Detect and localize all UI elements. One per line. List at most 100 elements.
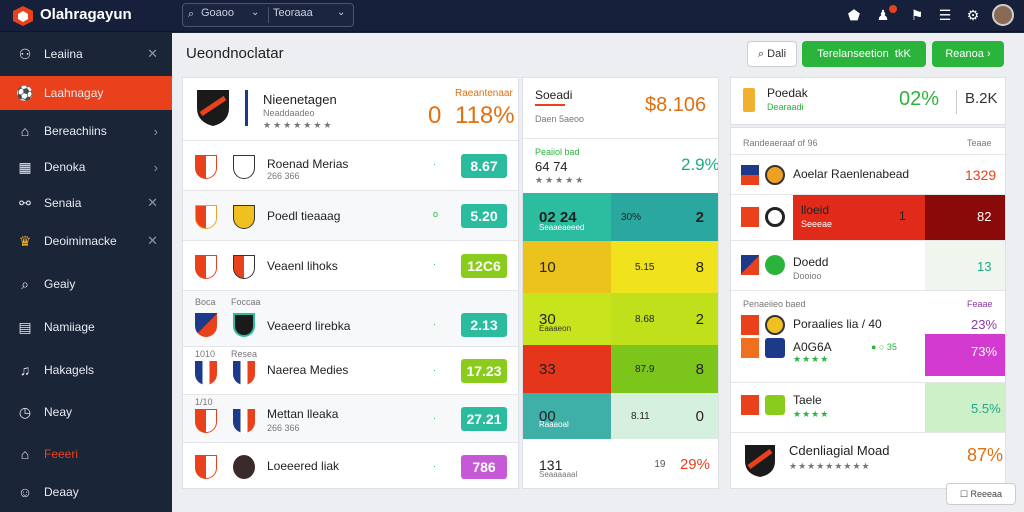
table-row[interactable]: Poedl tieaaag o 5.20 bbox=[183, 190, 518, 240]
standings-top-card[interactable]: Poedak Dearaadi 02% B.2K bbox=[730, 77, 1006, 125]
status-dot: · bbox=[433, 413, 436, 423]
club-crest-icon bbox=[233, 255, 255, 279]
sidebar-item-label: Geaiy bbox=[44, 277, 76, 291]
row-label: Boca bbox=[195, 297, 216, 307]
odds-cell[interactable]: 02 24 bbox=[523, 193, 611, 241]
next-button[interactable]: Reanoa › bbox=[932, 41, 1004, 67]
divider bbox=[535, 104, 565, 106]
green-action-button[interactable]: Terelanseetion tkK bbox=[802, 41, 926, 67]
matches-card: Nieenetagen Neaddaadeo ★★★★★★★ Raeantena… bbox=[182, 77, 519, 489]
odds-cell[interactable]: 33 bbox=[523, 345, 611, 393]
sidebar-item-4[interactable]: ▦ Denoka › bbox=[0, 150, 172, 184]
standings-header-left: Randeaeraaf of 96 bbox=[743, 138, 818, 148]
close-icon[interactable]: ✕ bbox=[147, 195, 158, 210]
table-row[interactable]: Veaenl lihoks · 12C6 bbox=[183, 240, 518, 290]
divider bbox=[956, 90, 957, 114]
odds-cell[interactable]: 87.9 8 bbox=[611, 345, 718, 393]
odds-cell[interactable]: 00 bbox=[523, 393, 611, 439]
settings-icon[interactable]: ⚙ bbox=[966, 7, 980, 23]
table-row[interactable]: Aoelar Raenlenabead 1329 bbox=[731, 154, 1005, 194]
sidebar-item-3[interactable]: ⌂ Bereachiins › bbox=[0, 114, 172, 148]
odds-cell[interactable]: 8.68 2 bbox=[611, 293, 718, 345]
flag-icon[interactable]: ⚑ bbox=[910, 7, 924, 23]
bell-icon[interactable]: ♟ bbox=[876, 7, 890, 23]
status-dots: ● ○ 35 bbox=[871, 342, 897, 352]
odds-cell[interactable]: 8.11 0 bbox=[611, 393, 718, 439]
odds-cell[interactable]: 30 bbox=[523, 293, 611, 345]
row-label: Foccaa bbox=[231, 297, 261, 307]
sidebar-item-11[interactable]: ⌂ Feeeri bbox=[0, 437, 172, 471]
odds-pill[interactable]: 786 bbox=[461, 455, 507, 479]
sidebar-item-5[interactable]: ⚯ Senaia ✕ bbox=[0, 186, 172, 220]
odds-pill[interactable]: 12C6 bbox=[461, 254, 507, 278]
match-sub: 266 366 bbox=[267, 423, 300, 433]
feature-match[interactable]: Nieenetagen Neaddaadeo ★★★★★★★ Raeantena… bbox=[183, 78, 518, 140]
sidebar-item-10[interactable]: ◷ Neay bbox=[0, 395, 172, 429]
sidebar-item-label: Bereachiins bbox=[44, 124, 107, 138]
standings-light-cell bbox=[925, 383, 1005, 433]
odds-cell-value: 00 bbox=[539, 407, 556, 425]
menu-icon[interactable]: ☰ bbox=[938, 7, 952, 23]
sidebar-item-9[interactable]: ♫ Hakagels bbox=[0, 353, 172, 387]
sidebar-item-label: Neay bbox=[44, 405, 73, 419]
soccer-ball-icon: ⚽ bbox=[16, 85, 34, 101]
match-name: Loeeered liak bbox=[267, 459, 340, 473]
close-icon[interactable]: ✕ bbox=[147, 233, 158, 248]
club-crest-icon bbox=[741, 255, 759, 275]
table-row[interactable]: 1/10 Mettan lleaka 266 366 · 27.21 bbox=[183, 394, 518, 442]
chevron-down-icon[interactable]: ⌄ bbox=[337, 7, 346, 18]
table-row[interactable]: 1010 Resea Naerea Medies · 17.23 bbox=[183, 346, 518, 394]
chat-icon: ☐ bbox=[959, 488, 971, 499]
close-icon[interactable]: ✕ bbox=[147, 46, 158, 61]
table-row[interactable]: Cdenliagial Moad ★★★★★★★★★ 87% bbox=[731, 432, 1005, 488]
shield-icon[interactable]: ⬟ bbox=[847, 7, 861, 23]
odds-cell[interactable]: 5.15 8 bbox=[611, 241, 718, 293]
club-crest-icon bbox=[765, 207, 785, 227]
table-row[interactable]: Boca Foccaa Veaeerd lirebka · 2.13 bbox=[183, 290, 518, 346]
status-dot: o bbox=[433, 209, 439, 219]
avatar[interactable] bbox=[992, 4, 1014, 26]
top-search-bar[interactable]: ⌕ Goaoo ⌄ Teoraaa ⌄ bbox=[182, 3, 354, 27]
club-crest-icon bbox=[195, 255, 217, 279]
search-button[interactable]: ⌕ Dali bbox=[747, 41, 797, 67]
table-row[interactable]: Loeeered liak · 786 bbox=[183, 442, 518, 490]
chevron-down-icon[interactable]: ⌄ bbox=[251, 7, 260, 18]
odds-pill[interactable]: 17.23 bbox=[461, 359, 507, 383]
sidebar-item-2[interactable]: ⚽ Laahnagay bbox=[0, 76, 172, 110]
chat-widget[interactable]: ☐ Reeeaa bbox=[946, 483, 1016, 505]
table-row[interactable]: lloeid Seeeae 1 82 bbox=[731, 194, 1005, 241]
brand-logo-icon[interactable] bbox=[12, 5, 34, 27]
odds-pill[interactable]: 27.21 bbox=[461, 407, 507, 431]
club-crest-icon bbox=[233, 409, 255, 433]
feature-subtitle: Neaddaadeo bbox=[263, 108, 315, 118]
odds-pill[interactable]: 2.13 bbox=[461, 313, 507, 337]
odds-cell[interactable]: 10 bbox=[523, 241, 611, 293]
sidebar-item-1[interactable]: ⚇ Leaiina ✕ bbox=[0, 37, 172, 71]
chat-label: Reeeaa bbox=[970, 489, 1003, 499]
sidebar-item-8[interactable]: ▤ Namiiage bbox=[0, 310, 172, 344]
club-crest-icon bbox=[233, 361, 255, 385]
odds-pill[interactable]: 8.67 bbox=[461, 154, 507, 178]
green-button-extra: tkK bbox=[894, 48, 911, 60]
odds-row[interactable]: Peaiiol bad 64 74 ★★★★★ 2.9% bbox=[523, 138, 718, 190]
inbox-icon: ⌂ bbox=[20, 446, 30, 462]
link-icon: ⚯ bbox=[19, 195, 31, 211]
sidebar-item-6[interactable]: ♛ Deoimimacke ✕ bbox=[0, 224, 172, 258]
chevron-right-icon[interactable]: › bbox=[153, 159, 158, 175]
trophy-icon: ♛ bbox=[18, 233, 32, 249]
search-icon: ⌕ bbox=[757, 47, 768, 60]
chevron-right-icon[interactable]: › bbox=[153, 123, 158, 139]
table-row[interactable]: Roenad Merias 266 366 · 8.67 bbox=[183, 140, 518, 190]
table-row[interactable]: Doedd Dooioo 13 bbox=[731, 240, 1005, 291]
table-row[interactable]: A0G6A ★★★★ ● ○ 35 73% bbox=[731, 334, 1005, 426]
odds-pill[interactable]: 5.20 bbox=[461, 204, 507, 228]
odds-cell[interactable]: 131 19 29% bbox=[523, 439, 718, 488]
odds-cell-value: 30% bbox=[621, 211, 642, 223]
club-crest-icon bbox=[765, 255, 785, 275]
sidebar-item-7[interactable]: ⌕ Geaiy bbox=[0, 267, 172, 301]
odds-cell[interactable]: 30% 2 bbox=[611, 193, 718, 241]
table-row[interactable]: Taele ★★★★ 5.5% bbox=[731, 382, 1005, 433]
calendar-icon: ▦ bbox=[18, 159, 32, 175]
sidebar-item-12[interactable]: ☺ Deaay bbox=[0, 475, 172, 509]
odds-row-value: 64 74 bbox=[535, 159, 568, 174]
